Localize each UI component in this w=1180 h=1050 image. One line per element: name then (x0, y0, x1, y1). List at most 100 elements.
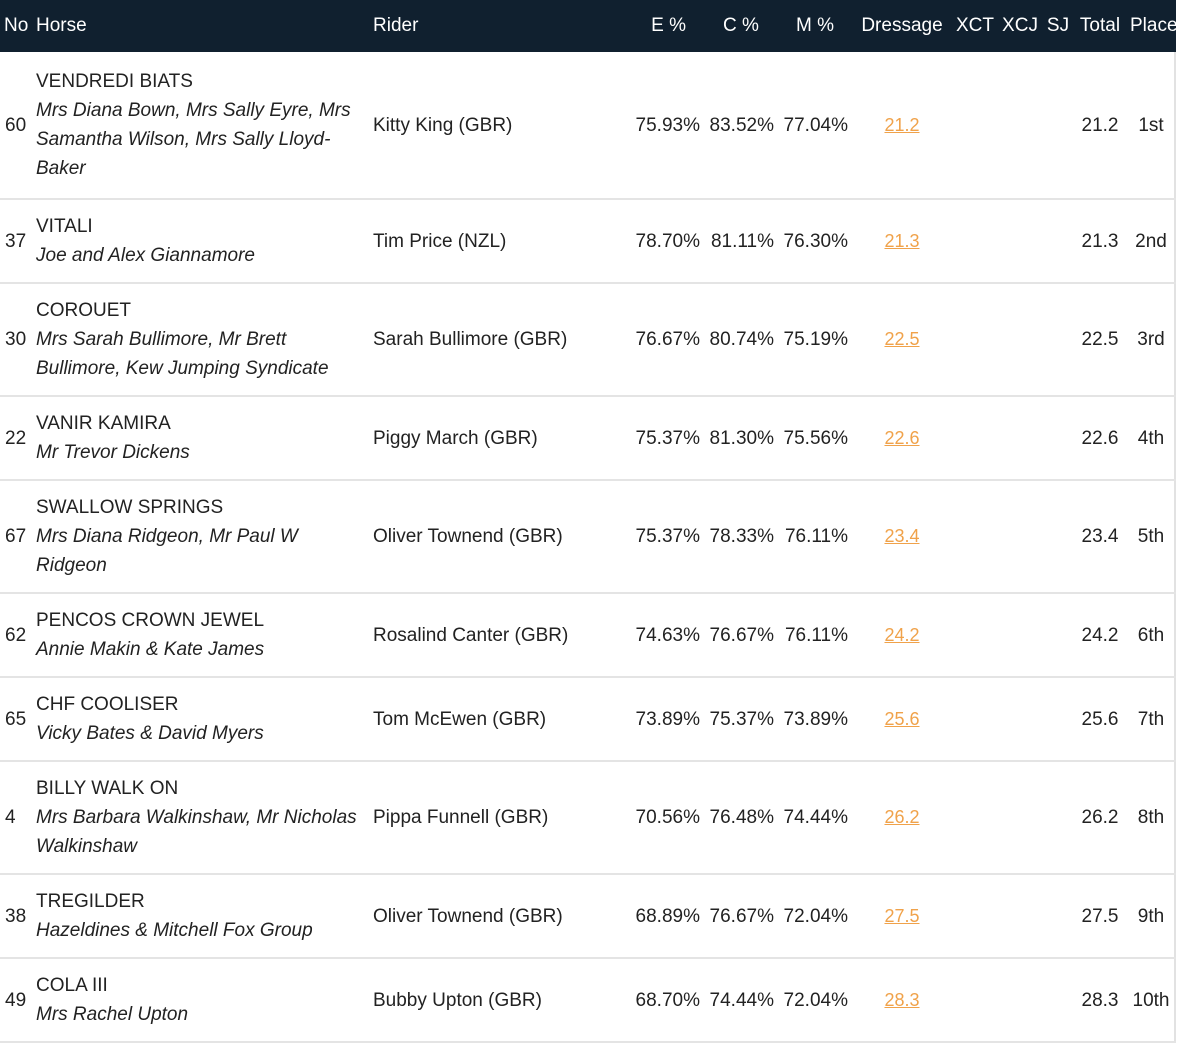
cell-c-percent: 81.11% (704, 199, 778, 284)
table-row: 65 CHF COOLISER Vicky Bates & David Myer… (0, 677, 1176, 762)
cell-e-percent: 73.89% (585, 677, 704, 762)
cell-rider: Kitty King (GBR) (369, 52, 585, 200)
cell-no: 4 (0, 761, 32, 875)
cell-rider: Sarah Bullimore (GBR) (369, 283, 585, 397)
header-e-percent[interactable]: E % (651, 15, 686, 36)
place-value: 2nd (1135, 230, 1167, 252)
cell-m-percent: 76.30% (778, 199, 852, 284)
c-percent-value: 75.37% (709, 708, 774, 730)
header-horse[interactable]: Horse (36, 15, 87, 36)
cell-rider: Tim Price (NZL) (369, 199, 585, 284)
cell-m-percent: 76.11% (778, 593, 852, 678)
cell-horse: TREGILDER Hazeldines & Mitchell Fox Grou… (32, 874, 369, 959)
cell-xct (952, 677, 998, 762)
dressage-score-link[interactable]: 23.4 (884, 526, 920, 546)
cell-m-percent: 73.89% (778, 677, 852, 762)
competitor-number: 37 (5, 230, 27, 252)
cell-total: 21.3 (1074, 199, 1126, 284)
total-value: 24.2 (1081, 624, 1119, 646)
cell-c-percent: 76.48% (704, 761, 778, 875)
competitor-number: 62 (5, 624, 27, 646)
dressage-score-link[interactable]: 22.5 (884, 329, 920, 349)
c-percent-value: 80.74% (709, 329, 774, 350)
cell-horse: SWALLOW SPRINGS Mrs Diana Ridgeon, Mr Pa… (32, 480, 369, 594)
cell-place: 9th (1126, 874, 1176, 959)
horse-owner: Mr Trevor Dickens (36, 442, 190, 463)
cell-xcj (998, 396, 1042, 481)
cell-total: 22.6 (1074, 396, 1126, 481)
cell-dressage: 23.4 (852, 480, 952, 594)
header-xct[interactable]: XCT (956, 15, 994, 36)
dressage-score-link[interactable]: 27.5 (884, 905, 920, 926)
header-no[interactable]: No (4, 15, 29, 36)
e-percent-value: 78.70% (635, 230, 700, 252)
table-row: 30 COROUET Mrs Sarah Bullimore, Mr Brett… (0, 283, 1176, 397)
cell-total: 25.6 (1074, 677, 1126, 762)
place-value: 6th (1137, 624, 1165, 646)
dressage-score-link[interactable]: 28.3 (884, 989, 920, 1010)
place-value: 7th (1137, 708, 1165, 730)
table-row: 67 SWALLOW SPRINGS Mrs Diana Ridgeon, Mr… (0, 480, 1176, 594)
dressage-score-link[interactable]: 21.3 (884, 230, 920, 251)
total-value: 21.2 (1081, 114, 1119, 136)
table-row: 4 BILLY WALK ON Mrs Barbara Walkinshaw, … (0, 761, 1176, 875)
competitor-number: 60 (5, 114, 27, 136)
horse-owner: Mrs Diana Bown, Mrs Sally Eyre, Mrs Sama… (36, 100, 351, 179)
cell-xcj (998, 52, 1042, 200)
rider-name: Sarah Bullimore (GBR) (373, 329, 568, 350)
cell-place: 8th (1126, 761, 1176, 875)
dressage-score-link[interactable]: 25.6 (884, 708, 920, 729)
header-sj[interactable]: SJ (1046, 15, 1070, 36)
e-percent-value: 74.63% (635, 624, 700, 646)
header-xcj[interactable]: XCJ (1002, 15, 1038, 36)
cell-xct (952, 874, 998, 959)
cell-e-percent: 68.89% (585, 874, 704, 959)
m-percent-value: 72.04% (783, 905, 848, 927)
m-percent-value: 75.19% (783, 329, 848, 350)
cell-xct (952, 958, 998, 1043)
header-place[interactable]: Place (1130, 15, 1176, 36)
dressage-score-link[interactable]: 24.2 (884, 624, 920, 645)
rider-name: Piggy March (GBR) (373, 427, 538, 449)
competitor-number: 30 (5, 329, 27, 350)
rider-name: Oliver Townend (GBR) (373, 526, 563, 547)
cell-c-percent: 76.67% (704, 593, 778, 678)
cell-xct (952, 52, 998, 200)
place-value: 4th (1137, 427, 1165, 449)
header-total[interactable]: Total (1079, 15, 1121, 36)
header-dressage[interactable]: Dressage (861, 15, 943, 36)
cell-xcj (998, 593, 1042, 678)
dressage-score-link[interactable]: 21.2 (884, 114, 920, 135)
place-value: 10th (1132, 989, 1170, 1011)
cell-dressage: 26.2 (852, 761, 952, 875)
e-percent-value: 70.56% (635, 807, 700, 828)
place-value: 3rd (1137, 329, 1165, 350)
header-m-percent[interactable]: M % (796, 15, 834, 36)
cell-no: 60 (0, 52, 32, 200)
horse-name: PENCOS CROWN JEWEL (36, 610, 265, 631)
cell-dressage: 22.5 (852, 283, 952, 397)
c-percent-value: 83.52% (709, 114, 774, 136)
cell-place: 4th (1126, 396, 1176, 481)
cell-sj (1042, 396, 1074, 481)
dressage-score-link[interactable]: 26.2 (884, 807, 920, 827)
cell-e-percent: 76.67% (585, 283, 704, 397)
rider-name: Tom McEwen (GBR) (373, 708, 547, 730)
cell-rider: Tom McEwen (GBR) (369, 677, 585, 762)
dressage-score-link[interactable]: 22.6 (884, 427, 920, 448)
m-percent-value: 74.44% (783, 807, 848, 828)
table-row: 37 VITALI Joe and Alex Giannamore Tim Pr… (0, 199, 1176, 284)
competitor-number: 49 (5, 989, 27, 1011)
cell-total: 24.2 (1074, 593, 1126, 678)
cell-horse: VITALI Joe and Alex Giannamore (32, 199, 369, 284)
rider-name: Oliver Townend (GBR) (373, 905, 563, 927)
rider-name: Rosalind Canter (GBR) (373, 624, 569, 646)
cell-dressage: 27.5 (852, 874, 952, 959)
cell-rider: Piggy March (GBR) (369, 396, 585, 481)
header-rider[interactable]: Rider (373, 15, 419, 36)
header-c-percent[interactable]: C % (723, 15, 759, 36)
cell-no: 37 (0, 199, 32, 284)
cell-e-percent: 75.37% (585, 480, 704, 594)
m-percent-value: 76.11% (784, 526, 848, 547)
horse-owner: Annie Makin & Kate James (36, 639, 265, 660)
